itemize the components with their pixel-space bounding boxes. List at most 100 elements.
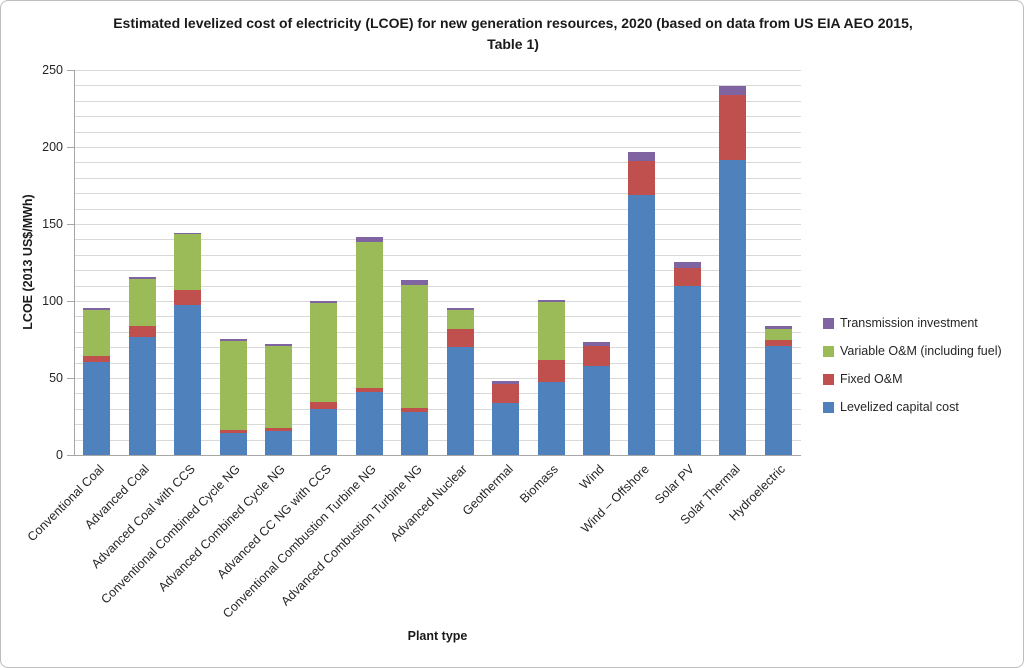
bar-segment <box>764 340 792 347</box>
bar-segment <box>264 430 292 455</box>
bar-segment <box>128 325 156 337</box>
legend-label: Transmission investment <box>840 316 978 330</box>
y-axis-tick <box>67 70 74 71</box>
bar-segment <box>355 242 383 389</box>
gridline <box>74 116 801 118</box>
legend-swatch-icon <box>823 317 834 329</box>
y-axis-tick <box>67 301 74 302</box>
bar-segment <box>764 346 792 455</box>
y-axis-line <box>74 70 75 456</box>
x-category-label: Hydroelectric <box>726 462 789 524</box>
gridline <box>74 270 801 272</box>
stacked-bar-3 <box>174 70 202 455</box>
stacked-bar-7 <box>355 70 383 455</box>
gridline <box>74 224 801 225</box>
bar-segment <box>264 428 292 431</box>
stacked-bar-13 <box>628 70 656 455</box>
bar-segment <box>174 305 202 455</box>
bar-segment <box>764 329 792 341</box>
y-axis-tick <box>67 378 74 379</box>
gridline <box>74 147 801 148</box>
stacked-bar-15 <box>719 70 747 455</box>
legend-swatch-icon <box>823 345 834 357</box>
stacked-bar-8 <box>401 70 429 455</box>
gridline <box>74 193 801 195</box>
gridline <box>74 378 801 379</box>
bar-segment <box>219 432 247 455</box>
x-category-label: Solar PV <box>652 462 698 507</box>
bar-segment <box>264 343 292 346</box>
bar-segment <box>310 302 338 403</box>
stacked-bar-12 <box>583 70 611 455</box>
gridline <box>74 362 801 364</box>
legend-label: Levelized capital cost <box>840 400 959 414</box>
bar-segment <box>264 345 292 429</box>
bar-segment <box>219 341 247 431</box>
gridline <box>74 439 801 441</box>
bar-segment <box>174 232 202 235</box>
stacked-bar-16 <box>764 70 792 455</box>
x-category-label: Solar Thermal <box>677 462 743 528</box>
bar-segment <box>583 366 611 455</box>
stacked-bar-11 <box>537 70 565 455</box>
bar-segment <box>492 383 520 403</box>
bar-segment <box>401 408 429 413</box>
bar-segment <box>628 195 656 455</box>
bar-segment <box>719 159 747 455</box>
gridline <box>74 424 801 426</box>
gridline <box>74 393 801 395</box>
bar-segment <box>310 402 338 409</box>
bar-segment <box>583 346 611 367</box>
gridline <box>74 316 801 318</box>
bar-segment <box>83 308 111 311</box>
bar-segment <box>446 328 474 348</box>
gridline <box>74 254 801 256</box>
bar-segment <box>628 160 656 196</box>
y-tick-label: 200 <box>42 140 63 154</box>
gridline <box>74 408 801 410</box>
bar-segment <box>401 412 429 455</box>
gridline <box>74 285 801 287</box>
stacked-bar-5 <box>264 70 292 455</box>
bar-segment <box>310 408 338 455</box>
gridline <box>74 239 801 241</box>
y-tick-label: 150 <box>42 217 63 231</box>
bar-segment <box>537 360 565 383</box>
bar-segment <box>673 262 701 269</box>
gridline <box>74 100 801 102</box>
chart-legend: Transmission investment Variable O&M (inc… <box>823 315 1002 427</box>
stacked-bar-1 <box>83 70 111 455</box>
bar-segment <box>83 310 111 356</box>
y-tick-label: 250 <box>42 63 63 77</box>
y-axis-title: LCOE (2013 US$/MWh) <box>21 194 35 330</box>
bar-segment <box>719 95 747 160</box>
gridline <box>74 301 801 302</box>
bar-segment <box>446 347 474 455</box>
bar-segment <box>401 280 429 286</box>
bar-segment <box>492 402 520 455</box>
y-axis-tick <box>67 147 74 148</box>
bar-segment <box>174 234 202 291</box>
bar-segment <box>219 430 247 433</box>
plot-area <box>74 70 801 455</box>
bar-segment <box>128 276 156 279</box>
stacked-bar-6 <box>310 70 338 455</box>
bar-segment <box>83 361 111 455</box>
legend-label: Fixed O&M <box>840 372 903 386</box>
bar-segment <box>355 236 383 243</box>
gridline <box>74 162 801 164</box>
legend-item: Levelized capital cost <box>823 399 1002 415</box>
stacked-bar-14 <box>673 70 701 455</box>
bar-segment <box>673 268 701 286</box>
bar-segment <box>83 355 111 362</box>
x-axis-title: Plant type <box>407 629 468 643</box>
bar-segment <box>583 341 611 347</box>
gridline <box>74 331 801 333</box>
bar-segment <box>719 85 747 96</box>
stacked-bar-4 <box>219 70 247 455</box>
y-axis-tick <box>67 455 74 456</box>
bar-segment <box>628 151 656 161</box>
bar-segment <box>537 382 565 455</box>
legend-item: Transmission investment <box>823 315 1002 331</box>
bar-segment <box>537 302 565 361</box>
